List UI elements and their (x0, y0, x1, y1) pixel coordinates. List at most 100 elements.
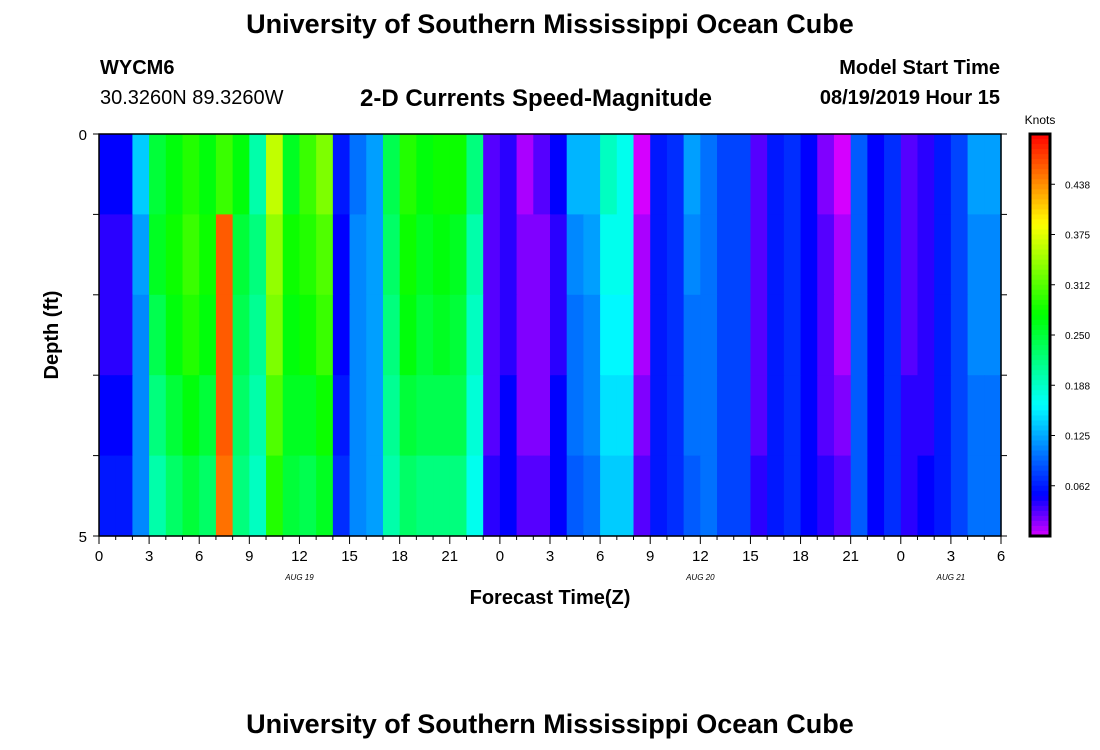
heatmap-cell (650, 375, 668, 457)
heatmap-cell (299, 294, 317, 376)
heatmap-cell (332, 375, 351, 457)
colorbar-swatch (1030, 134, 1050, 140)
heatmap-cell (115, 134, 133, 215)
heatmap-cell (299, 375, 317, 457)
heatmap-cell (817, 455, 835, 537)
heatmap-cell (149, 294, 167, 376)
heatmap-cell (232, 294, 250, 376)
heatmap-cell (149, 134, 167, 215)
x-tick-label: 3 (546, 548, 554, 565)
heatmap-cell (650, 455, 668, 537)
colorbar-swatch (1030, 405, 1050, 411)
colorbar-swatch (1030, 309, 1050, 316)
heatmap-cell (633, 134, 651, 215)
heatmap-cell (683, 214, 701, 296)
heatmap-cell (867, 455, 885, 537)
heatmap-cell (717, 134, 735, 215)
heatmap-cell (550, 214, 568, 296)
heatmap-cell (499, 294, 518, 376)
model-start-value: 08/19/2019 Hour 15 (819, 87, 1000, 109)
colorbar-swatch (1030, 525, 1050, 532)
colorbar-swatch (1030, 199, 1050, 205)
heatmap-cell (299, 134, 317, 215)
heatmap-cell (366, 214, 384, 296)
heatmap-cell (666, 214, 685, 296)
heatmap-cell (282, 375, 301, 457)
colorbar-swatch (1030, 314, 1050, 321)
heatmap-cell (850, 134, 868, 215)
heatmap-cell (483, 455, 501, 537)
heatmap-cell (215, 455, 234, 537)
x-tick-label: 18 (391, 548, 408, 565)
heatmap-cell (382, 134, 401, 215)
heatmap-cell (650, 214, 668, 296)
heatmap-cell (349, 455, 367, 537)
y-axis-title: Depth (ft) (41, 291, 63, 380)
heatmap-cell (767, 455, 785, 537)
heatmap-cell (433, 455, 451, 537)
heatmap-cell (800, 455, 818, 537)
heatmap-cell (516, 375, 534, 457)
colorbar-swatch (1030, 289, 1050, 296)
colorbar-swatch (1030, 244, 1050, 251)
heatmap-cell (499, 375, 518, 457)
colorbar-swatch (1030, 209, 1050, 215)
heatmap-cell (199, 455, 217, 537)
heatmap-cell (165, 214, 184, 296)
y-axis: 05 (79, 127, 1007, 546)
colorbar-swatch (1030, 229, 1050, 236)
colorbar-swatch (1030, 490, 1050, 497)
heatmap-cell (733, 134, 752, 215)
heatmap-cell (984, 455, 1002, 537)
heatmap-cell (132, 214, 150, 296)
heatmap-cell (884, 134, 902, 215)
heatmap-cell (332, 455, 351, 537)
heatmap-cell (499, 134, 518, 215)
heatmap-cell (165, 294, 184, 376)
heatmap-cell (249, 455, 267, 537)
heatmap-cell (850, 294, 868, 376)
heatmap-cell (683, 455, 701, 537)
heatmap-cell (650, 134, 668, 215)
colorbar-swatch (1030, 435, 1050, 442)
heatmap-cell (533, 134, 551, 215)
heatmap-cell (399, 214, 417, 296)
heatmap-cell (249, 375, 267, 457)
heatmap-cell (583, 134, 601, 215)
colorbar-swatch (1030, 259, 1050, 266)
heatmap-cell (282, 455, 301, 537)
heatmap-cell (833, 455, 852, 537)
colorbar-swatch (1030, 420, 1050, 426)
heatmap-cell (533, 455, 551, 537)
heatmap-cell (366, 455, 384, 537)
heatmap-cell (717, 455, 735, 537)
heatmap-cell (366, 134, 384, 215)
heatmap-cell (299, 455, 317, 537)
colorbar-swatch (1030, 254, 1050, 261)
heatmap-cell (666, 455, 685, 537)
heatmap-cell (382, 214, 401, 296)
colorbar-swatch (1030, 390, 1050, 396)
heatmap-cell (884, 375, 902, 457)
heatmap-cell (399, 375, 417, 457)
colorbar-swatch (1030, 224, 1050, 230)
colorbar-swatch (1030, 370, 1050, 376)
x-tick-label: 21 (842, 548, 859, 565)
heatmap-cell (215, 134, 234, 215)
heatmap-cell (349, 214, 367, 296)
heatmap-cell (399, 294, 417, 376)
colorbar-swatch (1030, 214, 1050, 220)
x-tick-label: 3 (145, 548, 153, 565)
heatmap-cells (99, 134, 1002, 537)
heatmap-cell (900, 214, 919, 296)
heatmap-cell (750, 134, 768, 215)
heatmap-cell (984, 375, 1002, 457)
colorbar-swatch (1030, 194, 1050, 200)
heatmap-cell (533, 375, 551, 457)
colorbar-swatch (1030, 425, 1050, 431)
heatmap-cell (967, 294, 985, 376)
heatmap-cell (232, 375, 250, 457)
heatmap-cell (316, 375, 334, 457)
colorbar-tick-label: 0.312 (1065, 281, 1090, 292)
